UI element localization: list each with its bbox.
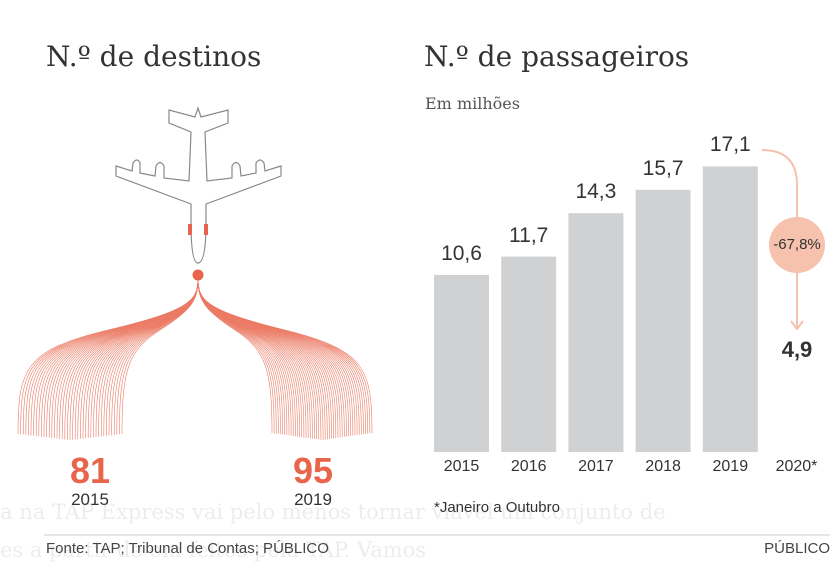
destination-line [69, 277, 199, 441]
destination-line [22, 277, 199, 435]
bar-value-label: 15,7 [642, 156, 684, 180]
change-badge [769, 217, 825, 273]
destinations-2015-year: 2015 [71, 490, 109, 509]
destination-line [103, 277, 199, 437]
bar-value-label: 10,6 [441, 241, 482, 265]
destination-line [116, 277, 199, 435]
bar-2016 [501, 256, 557, 452]
destination-line [28, 277, 199, 436]
bar-2018 [635, 189, 691, 452]
year-tick-label: 2019 [712, 458, 749, 475]
change-arrow [761, 149, 804, 331]
destination-line [197, 277, 290, 436]
destination-line [85, 277, 199, 439]
destination-line [197, 277, 275, 434]
destination-line [59, 277, 199, 439]
destination-line [61, 277, 199, 440]
year-tick-label: 2015 [443, 458, 480, 475]
bar-2019 [702, 166, 758, 452]
bar-value-label: 11,7 [509, 223, 549, 247]
destination-line [197, 277, 279, 434]
destination-line [197, 277, 292, 436]
destinations-title: N.º de destinos [46, 40, 262, 73]
destination-line [98, 277, 199, 437]
destination-line [197, 277, 309, 439]
destination-line [77, 277, 199, 440]
passengers-title: N.º de passageiros [424, 40, 690, 73]
destination-line [197, 277, 283, 435]
airplane-icon [115, 106, 282, 264]
origin-dot [192, 269, 204, 281]
year-tick-label: 2016 [510, 458, 547, 475]
background-article-text: es a partir de em feitos pela TAP. Vamos [0, 538, 427, 562]
passengers-subtitle: Em milhões [425, 94, 520, 113]
background-article-text: a na TAP Express vai pelo menos tornar v… [0, 500, 666, 524]
bar-value-label: 14,3 [575, 180, 617, 204]
destination-line [197, 277, 294, 436]
bar-2017 [568, 213, 624, 452]
destination-line [100, 277, 199, 437]
destination-line [197, 277, 305, 438]
destinations-2019-year: 2019 [294, 490, 332, 509]
brand-text: PÚBLICO [764, 540, 830, 557]
destination-line [197, 277, 277, 434]
year-tick-label: 2017 [578, 458, 614, 475]
destination-line [197, 277, 371, 434]
destination-lines [17, 277, 373, 441]
destination-line [197, 277, 281, 435]
year-tick-label: 2020* [775, 458, 818, 475]
destination-line [111, 277, 199, 436]
destinations-2019-value: 95 [292, 450, 334, 491]
destination-line [67, 277, 199, 440]
bar-value-label: 17,1 [709, 133, 751, 157]
footnote: *Janeiro a Outubro [434, 499, 560, 516]
destination-line [121, 277, 199, 435]
source-text: Fonte: TAP; Tribunal de Contas; PÚBLICO [46, 540, 329, 557]
year-tick-label: 2018 [645, 458, 681, 475]
destination-line [80, 277, 199, 439]
destination-line [33, 277, 199, 436]
destination-line [197, 277, 373, 433]
destination-line [197, 277, 311, 439]
bar-value-label-2020: 4,9 [781, 337, 813, 362]
change-label: -67,8% [773, 236, 821, 253]
destination-line [197, 277, 369, 434]
bar-2015 [434, 274, 489, 452]
destination-line [119, 277, 199, 435]
destination-line [82, 277, 199, 439]
destination-line [64, 277, 199, 440]
destinations-2015-value: 81 [69, 450, 111, 491]
destination-line [197, 277, 273, 433]
destination-line [113, 277, 199, 435]
destination-line [106, 277, 199, 436]
destination-line [197, 277, 307, 438]
